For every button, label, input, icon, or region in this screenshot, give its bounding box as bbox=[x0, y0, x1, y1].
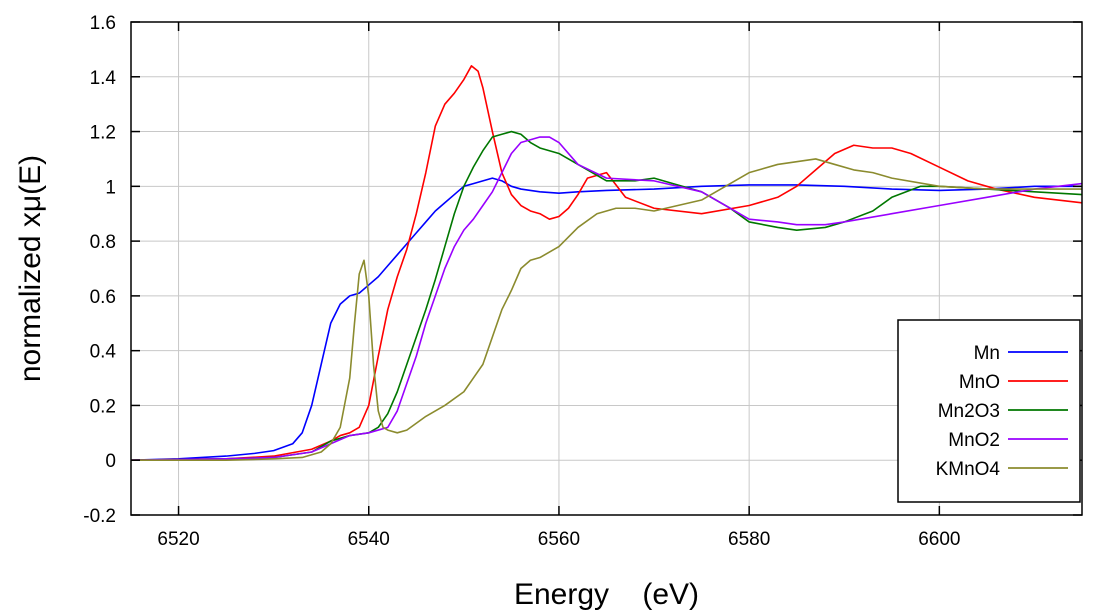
y-tick-label: 1.2 bbox=[90, 123, 116, 144]
legend-label-mn2o3: Mn2O3 bbox=[938, 401, 1000, 422]
series-line-mno bbox=[131, 65, 1082, 462]
series-line-mno2 bbox=[131, 136, 1082, 462]
y-tick-label: 0.6 bbox=[90, 287, 116, 308]
legend-label-mno2: MnO2 bbox=[948, 430, 1000, 451]
series-lines bbox=[131, 65, 1082, 462]
x-tick-label: 6580 bbox=[728, 529, 770, 550]
series-line-kmno4 bbox=[131, 158, 1082, 462]
y-tick-labels: -0.2 0 0.2 0.4 0.6 0.8 1 1.2 1.4 1.6 bbox=[83, 13, 116, 527]
plot-frame bbox=[130, 21, 1083, 516]
x-tick-label: 6520 bbox=[157, 529, 199, 550]
x-tick-label: 6560 bbox=[538, 529, 580, 550]
y-tick-label: 1.6 bbox=[90, 13, 116, 34]
legend-label-kmno4: KMnO4 bbox=[936, 459, 1001, 480]
x-tick-label: 6600 bbox=[918, 529, 960, 550]
legend-box bbox=[897, 319, 1081, 503]
legend-items: Mn MnO Mn2O3 MnO2 KMnO4 bbox=[936, 343, 1068, 480]
series-line-mn bbox=[131, 177, 1082, 462]
y-tick-label: 1 bbox=[105, 177, 116, 198]
legend: Mn MnO Mn2O3 MnO2 KMnO4 bbox=[897, 319, 1081, 503]
y-tick-label: 0.4 bbox=[90, 342, 117, 363]
series-line-mn2o3 bbox=[131, 130, 1082, 462]
y-tick-label: 0 bbox=[105, 451, 116, 472]
legend-label-mn: Mn bbox=[974, 343, 1000, 364]
x-tick-labels: 6520 6540 6560 6580 6600 bbox=[157, 529, 960, 550]
y-axis-title: normalized xμ(E) bbox=[14, 155, 47, 382]
y-tick-label: 1.4 bbox=[90, 68, 117, 89]
y-tick-label: -0.2 bbox=[83, 506, 116, 527]
x-axis-title: Energy (eV) bbox=[514, 578, 699, 611]
x-tick-label: 6540 bbox=[348, 529, 390, 550]
y-tick-label: 0.2 bbox=[90, 396, 116, 417]
legend-label-mno: MnO bbox=[959, 372, 1000, 393]
y-tick-label: 0.8 bbox=[90, 232, 116, 253]
